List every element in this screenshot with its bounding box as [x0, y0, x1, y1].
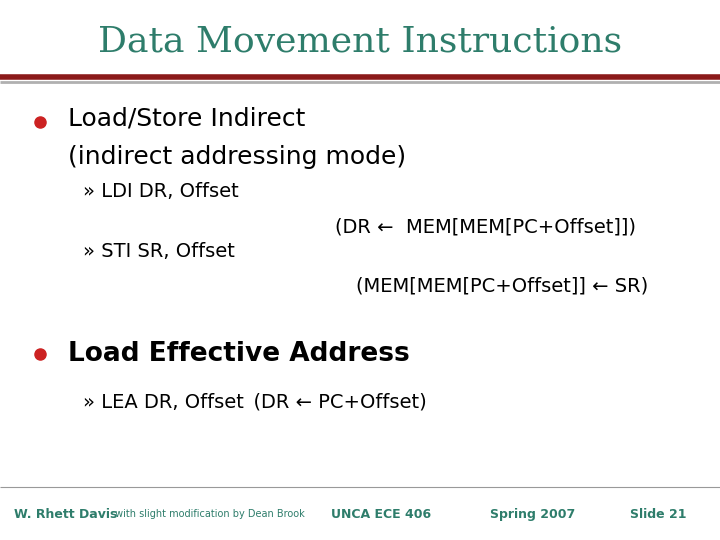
Text: (indirect addressing mode): (indirect addressing mode): [68, 145, 407, 168]
Text: Load/Store Indirect: Load/Store Indirect: [68, 107, 306, 131]
Text: (DR ←  MEM[MEM[PC+Offset]]): (DR ← MEM[MEM[PC+Offset]]): [335, 217, 636, 237]
Text: W. Rhett Davis: W. Rhett Davis: [14, 508, 118, 521]
Text: (DR ← PC+Offset): (DR ← PC+Offset): [241, 393, 427, 412]
Text: with slight modification by Dean Brook: with slight modification by Dean Brook: [112, 509, 305, 519]
Text: » STI SR, Offset: » STI SR, Offset: [83, 241, 235, 261]
Text: Data Movement Instructions: Data Movement Instructions: [98, 24, 622, 58]
Text: Spring 2007: Spring 2007: [490, 508, 575, 521]
Text: » LEA DR, Offset: » LEA DR, Offset: [83, 393, 243, 412]
Text: Load Effective Address: Load Effective Address: [68, 341, 410, 367]
Text: (MEM[MEM[PC+Offset]] ← SR): (MEM[MEM[PC+Offset]] ← SR): [356, 276, 649, 296]
Text: UNCA ECE 406: UNCA ECE 406: [331, 508, 431, 521]
Text: » LDI DR, Offset: » LDI DR, Offset: [83, 182, 238, 201]
Text: Slide 21: Slide 21: [630, 508, 686, 521]
